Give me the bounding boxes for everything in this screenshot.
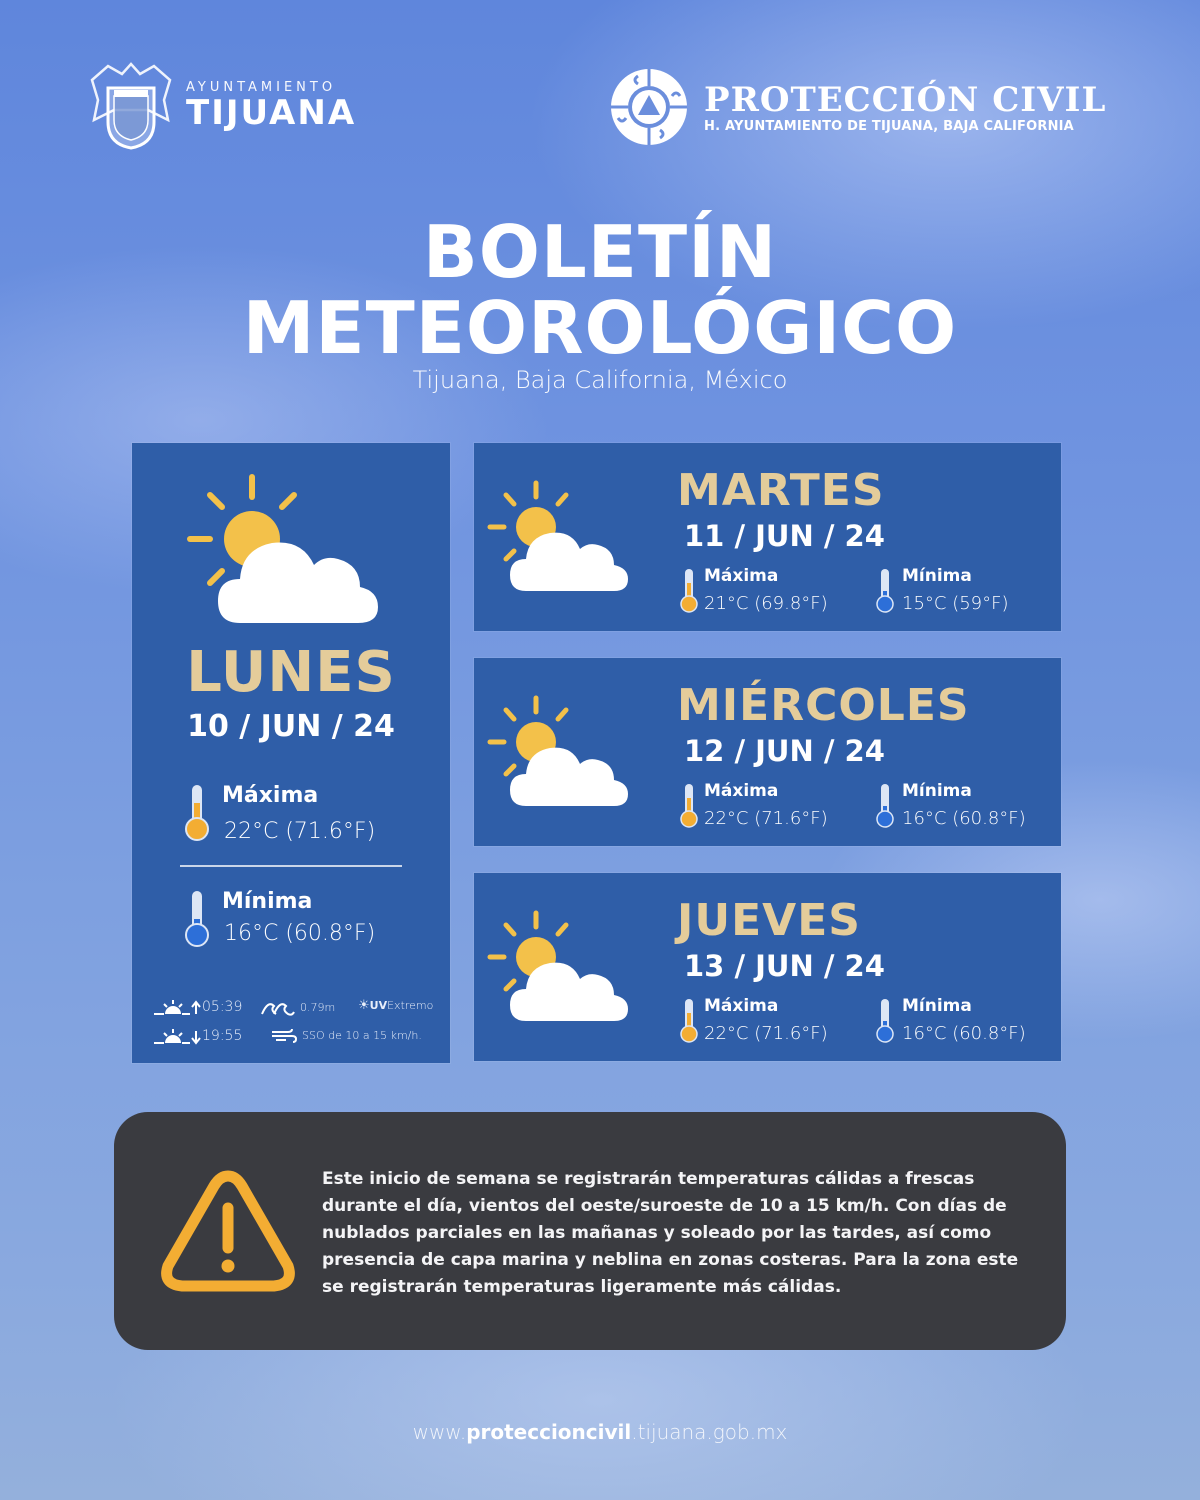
forecast-card-thursday: JUEVES 13 / JUN / 24 Máxima 22°C (71.6°F… bbox=[474, 873, 1061, 1061]
thermometer-cold-icon bbox=[185, 891, 209, 947]
uv-value: Extremo bbox=[387, 999, 434, 1012]
sunset-icon bbox=[154, 1029, 201, 1045]
min-label: Mínima bbox=[902, 781, 972, 801]
uv-index-info: ☀ UV Extremo bbox=[358, 998, 433, 1013]
min-label: Mínima bbox=[902, 996, 972, 1016]
civil-protection-emblem-icon bbox=[611, 69, 687, 145]
forecast-day-name: MIÉRCOLES bbox=[677, 680, 970, 731]
today-max-label: Máxima bbox=[222, 783, 319, 808]
today-date: 10 / JUN / 24 bbox=[187, 709, 395, 744]
sunset-info: 19:55 bbox=[152, 1027, 242, 1045]
thermometer-hot-icon bbox=[680, 784, 698, 828]
min-value: 16°C (60.8°F) bbox=[902, 808, 1026, 829]
thermometer-hot-icon bbox=[680, 569, 698, 613]
ayuntamiento-tijuana-logo: AYUNTAMIENTO TIJUANA bbox=[88, 58, 378, 153]
min-value: 16°C (60.8°F) bbox=[902, 1023, 1026, 1044]
forecast-date: 12 / JUN / 24 bbox=[684, 734, 885, 768]
logo-big-text: PROTECCIÓN CIVIL bbox=[704, 79, 1107, 120]
uv-sun-icon: ☀ bbox=[358, 998, 370, 1013]
partly-cloudy-icon bbox=[487, 695, 628, 806]
forecast-card-tuesday: MARTES 11 / JUN / 24 Máxima 21°C (69.8°F… bbox=[474, 443, 1061, 631]
max-label: Máxima bbox=[704, 781, 779, 801]
page-title-line2: METEOROLÓGICO bbox=[242, 286, 958, 370]
forecast-card-wednesday: MIÉRCOLES 12 / JUN / 24 Máxima 22°C (71.… bbox=[474, 658, 1061, 846]
logo-small-text: AYUNTAMIENTO bbox=[186, 80, 337, 95]
max-value: 22°C (71.6°F) bbox=[704, 1023, 828, 1044]
today-day-name: LUNES bbox=[186, 640, 396, 705]
thermometer-cold-icon bbox=[876, 784, 894, 828]
divider bbox=[180, 865, 402, 867]
wind-icon bbox=[272, 1028, 298, 1043]
url-bold: proteccioncivil bbox=[466, 1420, 632, 1444]
max-label: Máxima bbox=[704, 566, 779, 586]
thermometer-cold-icon bbox=[876, 999, 894, 1043]
logo-big-text: TIJUANA bbox=[186, 93, 357, 133]
forecast-day-name: JUEVES bbox=[677, 895, 861, 946]
uv-label: UV bbox=[369, 999, 388, 1012]
today-max-value: 22°C (71.6°F) bbox=[224, 819, 376, 844]
thermometer-hot-icon bbox=[185, 785, 209, 841]
today-min-value: 16°C (60.8°F) bbox=[224, 921, 376, 946]
alert-message: Este inicio de semana se registrarán tem… bbox=[322, 1169, 1019, 1297]
sunrise-icon bbox=[154, 1000, 201, 1015]
wind-value: SSO de 10 a 15 km/h. bbox=[302, 1028, 422, 1042]
warning-icon bbox=[161, 1170, 295, 1292]
url-prefix: www. bbox=[412, 1420, 467, 1444]
thermometer-hot-icon bbox=[680, 999, 698, 1043]
page-subtitle: Tijuana, Baja California, México bbox=[412, 366, 788, 394]
thermometer-cold-icon bbox=[876, 569, 894, 613]
sunrise-time: 05:39 bbox=[202, 999, 243, 1015]
max-label: Máxima bbox=[704, 996, 779, 1016]
today-min-label: Mínima bbox=[222, 889, 313, 914]
url-suffix: .tijuana.gob.mx bbox=[631, 1420, 788, 1444]
partly-cloudy-icon bbox=[187, 474, 378, 623]
min-value: 15°C (59°F) bbox=[902, 593, 1009, 614]
max-value: 22°C (71.6°F) bbox=[704, 808, 828, 829]
forecast-day-name: MARTES bbox=[677, 465, 885, 516]
wave-icon bbox=[261, 1003, 295, 1016]
website-link[interactable]: www.proteccioncivil.tijuana.gob.mx bbox=[0, 1420, 1200, 1444]
page-title-line1: BOLETÍN bbox=[422, 210, 778, 294]
sunset-time: 19:55 bbox=[202, 1028, 243, 1044]
forecast-date: 11 / JUN / 24 bbox=[684, 519, 885, 553]
today-forecast-card: LUNES 10 / JUN / 24 Máxima 22°C (71.6°F)… bbox=[132, 443, 450, 1063]
sunrise-info: 05:39 bbox=[152, 998, 242, 1016]
city-shield-icon bbox=[90, 61, 172, 150]
weather-alert-box: Este inicio de semana se registrarán tem… bbox=[114, 1112, 1066, 1350]
min-label: Mínima bbox=[902, 566, 972, 586]
forecast-date: 13 / JUN / 24 bbox=[684, 949, 885, 983]
logo-small-text: H. AYUNTAMIENTO DE TIJUANA, BAJA CALIFOR… bbox=[704, 118, 1074, 134]
max-value: 21°C (69.8°F) bbox=[704, 593, 828, 614]
wave-height-value: 0.79m bbox=[300, 1000, 336, 1014]
wave-height-info: 0.79m bbox=[260, 998, 335, 1016]
partly-cloudy-icon bbox=[487, 480, 628, 591]
partly-cloudy-icon bbox=[487, 910, 628, 1021]
proteccion-civil-logo: PROTECCIÓN CIVIL H. AYUNTAMIENTO DE TIJU… bbox=[608, 62, 1118, 152]
wind-info: SSO de 10 a 15 km/h. bbox=[270, 1027, 422, 1043]
